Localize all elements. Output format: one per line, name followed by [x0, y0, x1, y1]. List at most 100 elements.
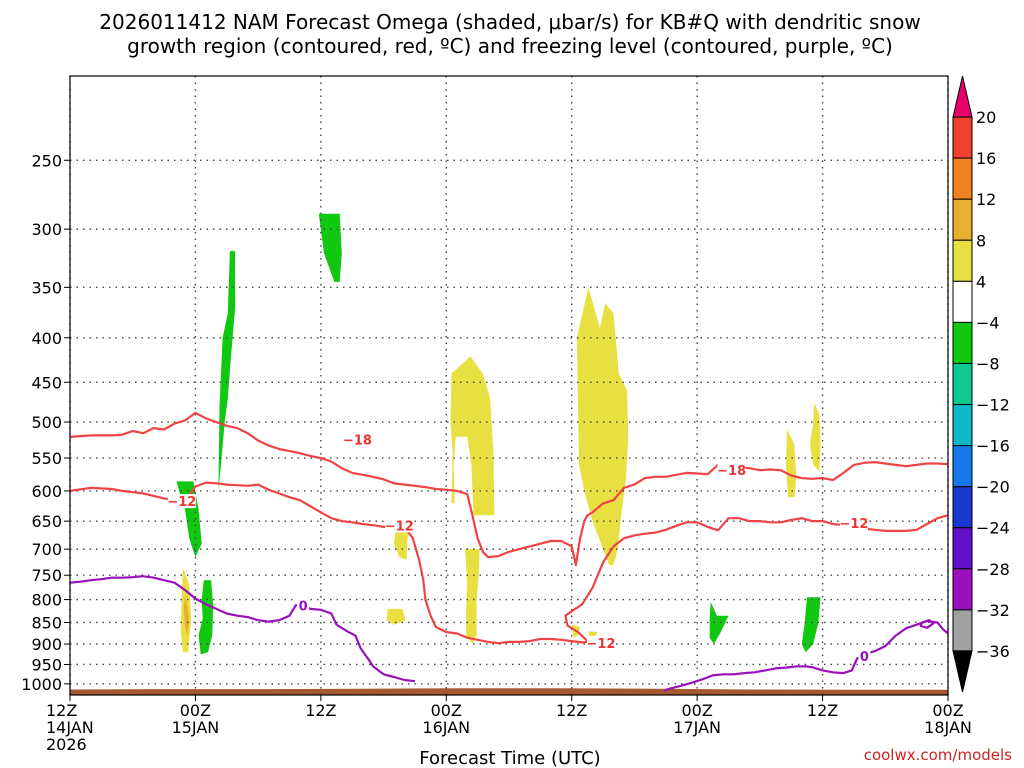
- colorbar-label-10: −24: [976, 519, 1010, 538]
- omega-region-13: [709, 601, 729, 644]
- contour-line-4: [919, 619, 935, 629]
- contour-label-bg-6: [297, 598, 310, 613]
- contour-line-3: [663, 620, 948, 692]
- terrain: [70, 688, 948, 695]
- omega-region-10: [576, 287, 629, 565]
- y-tick-label-600: 600: [31, 482, 62, 501]
- colorbar-swatch-10: [952, 486, 973, 529]
- colorbar-label-11: −28: [976, 560, 1010, 579]
- colorbar-label-2: 12: [976, 190, 996, 209]
- omega-region-14: [801, 597, 821, 653]
- x-tick-label-60-1: 17JAN: [673, 718, 721, 737]
- y-tick-label-300: 300: [31, 220, 62, 239]
- contour-label-bg-2: [385, 518, 414, 533]
- contour-label-4: −12: [839, 517, 868, 532]
- x-tick-label-84-1: 18JAN: [924, 718, 972, 737]
- contours: −18 −12 −12 −18 −12 −12 0 0: [70, 411, 948, 692]
- y-tick-label-500: 500: [31, 413, 62, 432]
- omega-region-16: [810, 402, 821, 472]
- colorbar-label-13: −36: [976, 642, 1010, 661]
- contour-line-0: [70, 411, 948, 567]
- y-tick-label-750: 750: [31, 566, 62, 585]
- x-axis-label: Forecast Time (UTC): [419, 748, 600, 768]
- y-tick-label-800: 800: [31, 591, 62, 610]
- y-tick-label-900: 900: [31, 635, 62, 654]
- omega-region-7: [386, 608, 406, 625]
- credit-text: coolwx.com/models: [864, 746, 1012, 764]
- x-tick-label-0-2: 2026: [46, 735, 87, 754]
- omega-region-0: [218, 251, 236, 491]
- omega-region-1: [318, 213, 342, 282]
- colorbar-swatch-11: [952, 527, 973, 570]
- y-tick-label-650: 650: [31, 512, 62, 531]
- colorbar-swatch-12: [952, 568, 973, 611]
- colorbar-swatch-7: [952, 362, 973, 406]
- contour-line-1: [70, 481, 948, 645]
- colorbar-swatch-1: [952, 116, 973, 159]
- colorbar-label-0: 20: [976, 108, 996, 127]
- terrain-band: [70, 688, 948, 695]
- contour-label-7: 0: [860, 650, 869, 665]
- y-tick-label-1000: 1000: [21, 675, 62, 694]
- colorbar-label-5: −4: [976, 313, 1000, 332]
- plot-frame: [69, 75, 949, 696]
- x-tick-label-72-0: 12Z: [807, 701, 838, 720]
- colorbar-label-4: 4: [976, 272, 986, 291]
- omega-region-5: [198, 580, 214, 655]
- colorbar-swatch-8: [952, 404, 973, 447]
- colorbar-label-6: −8: [976, 354, 1000, 373]
- colorbar-swatch-2: [952, 157, 973, 200]
- omega-region-15: [786, 429, 797, 498]
- y-tick-label-550: 550: [31, 449, 62, 468]
- colorbar-swatch-3: [952, 198, 973, 241]
- x-tick-label-36-0: 00Z: [431, 701, 462, 720]
- omega-region-9: [465, 549, 480, 644]
- omega-region-6: [394, 526, 411, 560]
- contour-label-5: −12: [586, 637, 615, 652]
- contour-label-bg-0: [343, 432, 372, 447]
- contour-line-2: [70, 575, 416, 683]
- colorbar-label-3: 8: [976, 231, 986, 250]
- colorbar-swatch-4: [952, 239, 973, 282]
- contour-label-bg-7: [858, 649, 871, 664]
- y-tick-label-700: 700: [31, 540, 62, 559]
- y-tick-label-950: 950: [31, 655, 62, 674]
- colorbar-swatch-9: [952, 445, 973, 488]
- contour-label-6: 0: [299, 600, 308, 615]
- colorbar-swatch-6: [952, 321, 973, 364]
- omega-region-12: [588, 631, 598, 637]
- x-tick-label-12-1: 15JAN: [172, 718, 220, 737]
- contour-label-1: −12: [167, 495, 196, 510]
- omega-region-8: [450, 356, 495, 516]
- x-tick-label-24-0: 12Z: [305, 701, 336, 720]
- chart-title-line-1: 2026011412 NAM Forecast Omega (shaded, μ…: [99, 10, 920, 34]
- colorbar-label-7: −12: [976, 396, 1010, 415]
- x-tick-label-48-0: 12Z: [556, 701, 587, 720]
- contour-label-3: −18: [717, 464, 746, 479]
- x-tick-label-36-1: 16JAN: [422, 718, 470, 737]
- x-tick-label-0-0: 12Z: [46, 701, 77, 720]
- colorbar: 20 16 12 8 4 −4 −8 −12 −16 −20 −24 −28 −32 −36: [952, 75, 1010, 693]
- colorbar-label-8: −16: [976, 437, 1010, 456]
- y-tick-label-850: 850: [31, 613, 62, 632]
- colorbar-label-9: −20: [976, 478, 1010, 497]
- colorbar-swatch-5: [952, 280, 973, 323]
- y-tick-label-400: 400: [31, 329, 62, 348]
- contour-label-0: −18: [343, 433, 372, 448]
- colorbar-swatch-13: [952, 609, 973, 652]
- x-tick-label-60-0: 00Z: [681, 701, 712, 720]
- x-tick-label-12-0: 00Z: [180, 701, 211, 720]
- y-tick-label-350: 350: [31, 278, 62, 297]
- contour-label-bg-1: [167, 494, 196, 509]
- x-tick-label-84-0: 00Z: [932, 701, 963, 720]
- y-tick-label-250: 250: [31, 151, 62, 170]
- contour-label-bg-4: [839, 516, 868, 531]
- colorbar-swatch-14: [952, 650, 973, 693]
- axes: 250 300 350 400 450 500 550 600 650 700 750 800 850 9…: [21, 75, 972, 754]
- x-tick-label-0-1: 14JAN: [46, 718, 94, 737]
- colorbar-label-1: 16: [976, 149, 996, 168]
- plot-area: [176, 213, 821, 655]
- contour-label-bg-5: [586, 636, 615, 651]
